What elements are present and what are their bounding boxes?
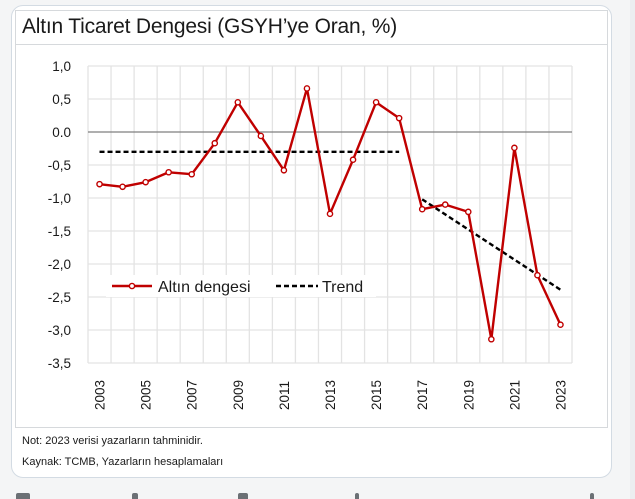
- y-tick-label: 0.0: [52, 125, 71, 140]
- cut-off-text-fragment: [590, 493, 594, 499]
- x-tick-label: 2023: [553, 380, 568, 410]
- y-tick-label: -3,5: [48, 356, 71, 371]
- x-axis-ticks: 2003 2005 2007 2009 2011 2013 2015 2017 2019 2021…: [93, 380, 569, 410]
- y-tick-label: -2,5: [48, 290, 71, 305]
- x-tick-label: 2007: [185, 380, 200, 410]
- data-point-2004: [119, 183, 126, 191]
- y-axis-ticks: 1,0 0,5 0.0 -0,5 -1,0 -1,5 -2,0 -2,5 -3,0 -3,5: [48, 59, 71, 371]
- legend-label-altin-dengesi: Altın dengesi: [158, 279, 251, 296]
- note-text: Not: 2023 verisi yazarların tahminidir.: [22, 435, 203, 447]
- source-text: Kaynak: TCMB, Yazarların hesaplamaları: [22, 456, 224, 468]
- legend: Altın dengesi Trend: [106, 275, 376, 297]
- data-point-2009: [234, 99, 242, 106]
- altin-dengesi-series: [96, 85, 564, 343]
- legend-marker-altin-dengesi: [128, 282, 136, 290]
- data-point-2020: [488, 335, 495, 343]
- data-point-2017: [418, 205, 426, 213]
- chart-notes: Not: 2023 verisi yazarların tahminidir. …: [22, 431, 223, 473]
- x-tick-label: 2013: [323, 380, 338, 410]
- data-point-2015: [372, 99, 380, 106]
- data-point-2012: [303, 85, 311, 92]
- y-tick-label: -2,0: [48, 257, 71, 272]
- data-point-2022: [534, 271, 541, 279]
- x-tick-label: 2009: [231, 380, 246, 410]
- y-tick-label: -3,0: [48, 323, 71, 338]
- x-tick-label: 2017: [415, 380, 430, 410]
- data-point-2005: [142, 178, 149, 186]
- y-tick-label: -0,5: [48, 158, 71, 173]
- data-point-2021: [511, 144, 518, 152]
- cut-off-text-fragment: [132, 493, 138, 499]
- x-tick-label: 2003: [93, 380, 108, 410]
- y-tick-label: 0,5: [52, 92, 71, 107]
- x-tick-label: 2011: [277, 381, 292, 410]
- y-tick-label: -1,0: [48, 191, 71, 206]
- data-point-2018: [441, 201, 449, 208]
- x-tick-label: 2015: [369, 380, 384, 410]
- y-tick-label: 1,0: [52, 59, 71, 74]
- data-point-2014: [349, 156, 357, 164]
- x-tick-label: 2019: [461, 380, 476, 410]
- data-point-2016: [395, 114, 403, 122]
- data-point-2008: [211, 139, 219, 147]
- legend-background: [106, 275, 376, 297]
- data-point-2010: [257, 132, 265, 140]
- chart-title: Altın Ticaret Dengesi (GSYH’ye Oran, %): [22, 15, 397, 38]
- chart-container: Altın Ticaret Dengesi (GSYH’ye Oran, %): [15, 10, 608, 428]
- data-point-2006: [165, 168, 172, 176]
- cut-off-text-fragment: [238, 493, 248, 499]
- data-point-2003: [96, 180, 103, 188]
- title-bar: Altın Ticaret Dengesi (GSYH’ye Oran, %): [16, 11, 607, 45]
- data-point-2007: [188, 170, 196, 178]
- data-point-2023: [557, 321, 564, 329]
- page-background-strip: [630, 0, 635, 499]
- x-tick-label: 2005: [139, 380, 154, 410]
- cut-off-text-fragment: [355, 493, 359, 499]
- y-tick-label: -1,5: [48, 224, 71, 239]
- data-point-2013: [326, 210, 334, 218]
- cut-off-text-fragment: [16, 493, 30, 499]
- data-point-2019: [464, 208, 472, 216]
- legend-label-trend: Trend: [322, 279, 363, 296]
- data-point-2011: [280, 166, 288, 174]
- x-tick-label: 2021: [507, 380, 522, 410]
